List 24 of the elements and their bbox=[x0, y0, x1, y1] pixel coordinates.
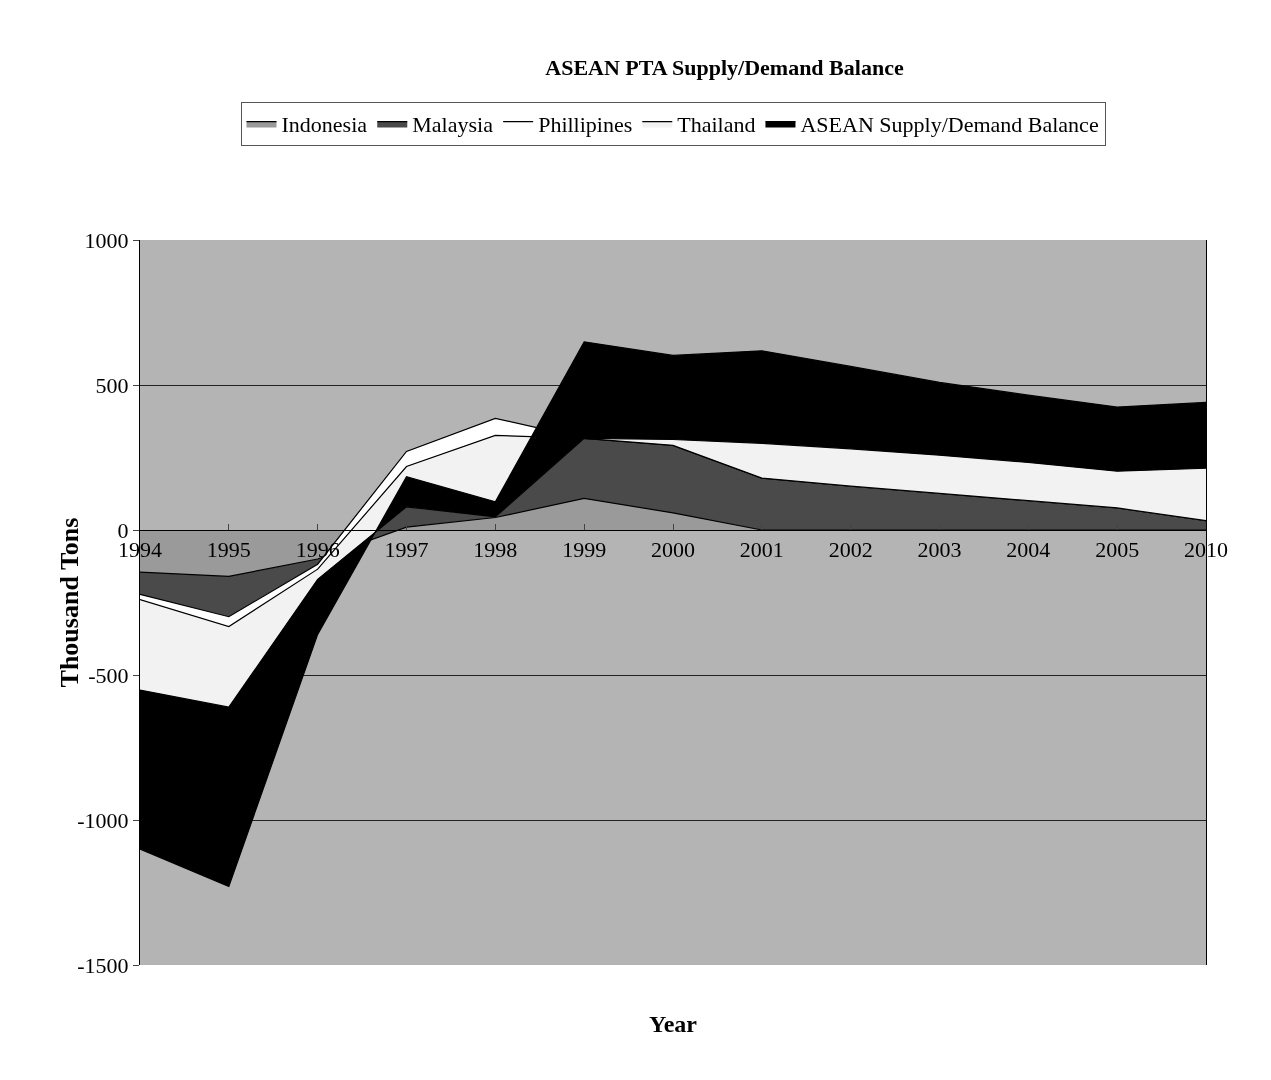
legend-label: Phillipines bbox=[538, 112, 633, 138]
y-tick-label: 0 bbox=[117, 517, 129, 543]
legend-label: Thailand bbox=[677, 112, 756, 138]
legend-label: Malaysia bbox=[412, 112, 494, 138]
legend-label: Indonesia bbox=[281, 112, 368, 138]
x-tick-label: 2005 bbox=[1095, 537, 1140, 563]
x-tick-label: 2001 bbox=[739, 537, 784, 563]
y-tick-label: -1000 bbox=[77, 807, 129, 833]
x-tick-label: 1997 bbox=[384, 537, 429, 563]
chart-title: ASEAN PTA Supply/Demand Balance bbox=[545, 54, 904, 80]
y-tick-label: -500 bbox=[88, 662, 129, 688]
x-tick-label: 2002 bbox=[828, 537, 873, 563]
x-tick-label: 1999 bbox=[562, 537, 607, 563]
x-tick-label: 1998 bbox=[473, 537, 518, 563]
x-tick-label: 1995 bbox=[206, 537, 251, 563]
x-axis-title: Year bbox=[649, 1011, 698, 1037]
y-tick-label: 1000 bbox=[84, 227, 129, 253]
y-tick-label: -1500 bbox=[77, 952, 129, 978]
y-tick-label: 500 bbox=[95, 372, 129, 398]
x-tick-label: 2003 bbox=[917, 537, 962, 563]
legend-label: ASEAN Supply/Demand Balance bbox=[800, 112, 1099, 138]
x-tick-label: 2004 bbox=[1006, 537, 1051, 563]
x-tick-label: 2000 bbox=[651, 537, 695, 563]
y-axis-title: Thousand Tons bbox=[55, 517, 84, 688]
